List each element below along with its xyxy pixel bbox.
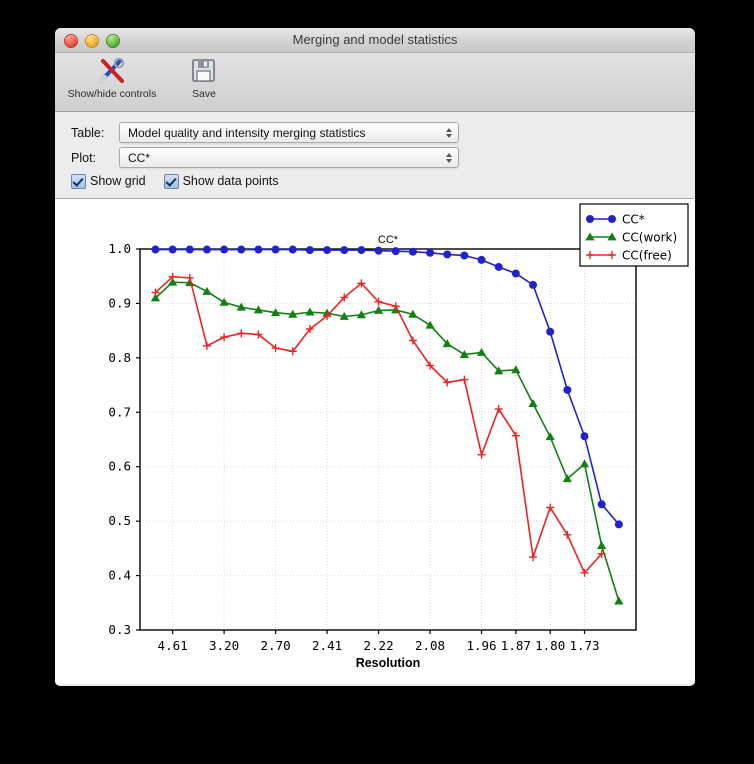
- svg-text:4.61: 4.61: [158, 638, 188, 653]
- tools-icon: [95, 56, 129, 86]
- window-title: Merging and model statistics: [292, 32, 458, 47]
- svg-text:CC(free): CC(free): [622, 249, 672, 263]
- app-window: Merging and model statistics Show/hide c…: [55, 28, 695, 686]
- svg-text:2.22: 2.22: [364, 638, 394, 653]
- show-grid-label: Show grid: [90, 174, 146, 188]
- svg-text:0.9: 0.9: [108, 295, 131, 310]
- save-button[interactable]: Save: [165, 56, 243, 100]
- controls-panel: Table: Model quality and intensity mergi…: [55, 112, 695, 199]
- table-select-value: Model quality and intensity merging stat…: [128, 125, 366, 140]
- svg-text:0.4: 0.4: [108, 568, 131, 583]
- svg-text:CC*: CC*: [622, 213, 645, 227]
- checkbox-row: Show grid Show data points: [55, 170, 695, 192]
- svg-text:2.41: 2.41: [312, 638, 342, 653]
- svg-text:1.80: 1.80: [535, 638, 565, 653]
- svg-text:CC*: CC*: [378, 234, 399, 246]
- show-data-points-checkbox[interactable]: Show data points: [163, 173, 279, 189]
- minimize-light[interactable]: [85, 34, 99, 48]
- table-row: Table: Model quality and intensity mergi…: [55, 120, 695, 145]
- close-light[interactable]: [64, 34, 78, 48]
- svg-text:2.70: 2.70: [261, 638, 291, 653]
- svg-text:0.5: 0.5: [108, 513, 131, 528]
- show-data-points-label: Show data points: [182, 174, 279, 188]
- table-select[interactable]: Model quality and intensity merging stat…: [119, 122, 459, 143]
- svg-text:0.6: 0.6: [108, 459, 131, 474]
- svg-text:1.87: 1.87: [501, 638, 531, 653]
- svg-text:1.0: 1.0: [108, 241, 131, 256]
- plot-canvas: 1.0 0.9 0.8 0.7 0.6 0.5 0.4 0.3 4.61 3.20 2.70 2.41…: [55, 199, 695, 684]
- floppy-disk-save-icon: [189, 56, 219, 86]
- svg-text:Resolution: Resolution: [356, 656, 421, 670]
- chevron-updown-icon: [443, 149, 454, 166]
- zoom-light[interactable]: [106, 34, 120, 48]
- checkmark-icon: [163, 173, 179, 189]
- chevron-updown-icon: [443, 124, 454, 141]
- checkmark-icon: [71, 173, 86, 189]
- plot-svg[interactable]: 1.0 0.9 0.8 0.7 0.6 0.5 0.4 0.3 4.61 3.20 2.70 2.41…: [55, 199, 695, 684]
- svg-text:0.8: 0.8: [108, 350, 131, 365]
- svg-text:0.7: 0.7: [108, 404, 131, 419]
- svg-text:1.73: 1.73: [569, 638, 599, 653]
- show-grid-checkbox[interactable]: Show grid: [71, 173, 146, 189]
- plot-label: Plot:: [71, 150, 97, 165]
- show-hide-controls-label: Show/hide controls: [67, 88, 157, 100]
- plot-row: Plot: CC*: [55, 145, 695, 170]
- table-label: Table:: [71, 125, 105, 140]
- svg-text:3.20: 3.20: [209, 638, 239, 653]
- window-titlebar: Merging and model statistics: [55, 28, 695, 53]
- svg-text:2.08: 2.08: [415, 638, 445, 653]
- plot-select-value: CC*: [128, 150, 151, 165]
- svg-text:1.96: 1.96: [466, 638, 496, 653]
- show-hide-controls-button[interactable]: Show/hide controls: [68, 56, 156, 100]
- svg-text:0.3: 0.3: [108, 622, 131, 637]
- save-label: Save: [192, 88, 216, 100]
- toolbar: Show/hide controls Save: [55, 53, 695, 112]
- plot-select[interactable]: CC*: [119, 147, 459, 168]
- svg-text:CC(work): CC(work): [622, 231, 677, 245]
- window-controls: [64, 34, 120, 48]
